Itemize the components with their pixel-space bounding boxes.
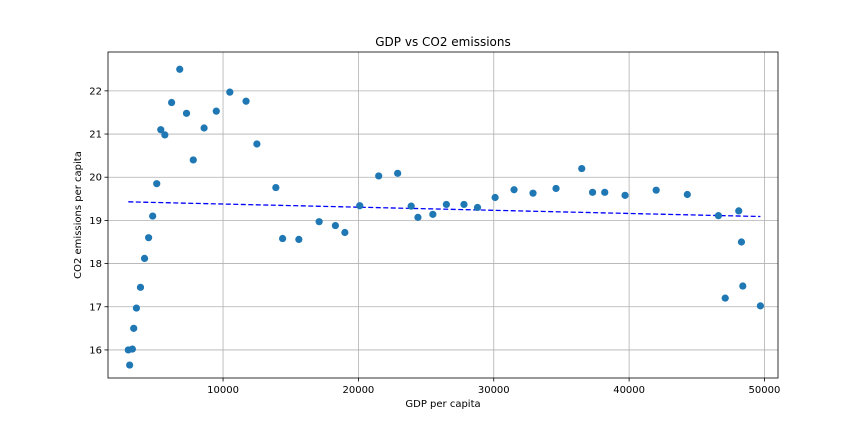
y-axis-ticks: 16 17 18 19 20 21 22 [89, 86, 108, 356]
x-axis-ticks: 10000 20000 30000 40000 50000 [207, 378, 780, 396]
x-tick-label: 20000 [342, 385, 374, 396]
data-point [253, 140, 261, 148]
points-layer [124, 65, 765, 369]
data-point [157, 126, 165, 134]
x-tick-label: 40000 [613, 385, 645, 396]
data-point [491, 193, 499, 202]
data-point [136, 283, 145, 291]
data-point [552, 184, 560, 193]
data-point [145, 234, 153, 242]
y-axis-label: CO2 emissions per capita [73, 151, 84, 279]
data-point [126, 361, 134, 369]
data-point [130, 324, 138, 332]
x-tick-label: 30000 [478, 385, 510, 396]
data-point [652, 186, 660, 194]
y-tick-label: 22 [89, 86, 102, 97]
data-point [407, 202, 415, 210]
y-tick-label: 17 [89, 302, 102, 313]
y-tick-label: 19 [89, 216, 102, 227]
data-point [272, 183, 280, 192]
chart-title: GDP vs CO2 emissions [375, 35, 510, 49]
data-point [737, 238, 746, 246]
data-point [242, 97, 250, 105]
plot-area [107, 51, 779, 379]
data-point [414, 213, 422, 221]
data-point [375, 172, 383, 180]
data-point [149, 212, 157, 220]
data-point [341, 228, 349, 237]
data-point [189, 156, 197, 164]
data-point [176, 65, 184, 73]
data-point [756, 302, 765, 310]
data-point [140, 254, 149, 262]
data-point [226, 88, 234, 96]
y-tick-label: 21 [89, 130, 102, 141]
data-point [739, 282, 747, 290]
data-point [442, 200, 450, 209]
data-point [621, 191, 629, 199]
data-point [601, 188, 609, 196]
data-point [182, 109, 191, 117]
data-point [721, 294, 729, 302]
data-point [588, 188, 597, 196]
data-point [168, 98, 176, 107]
data-point [683, 190, 691, 199]
data-point [128, 345, 136, 353]
data-point [394, 169, 402, 177]
data-point [356, 202, 364, 210]
data-point [200, 124, 208, 132]
data-point [473, 203, 482, 212]
x-tick-label: 50000 [749, 385, 781, 396]
data-point [578, 164, 586, 173]
data-point [529, 189, 537, 197]
data-point [429, 210, 437, 218]
x-tick-label: 10000 [207, 385, 239, 396]
data-point [153, 180, 161, 188]
data-point [212, 107, 220, 115]
x-axis-label: GDP per capita [405, 399, 480, 410]
data-point [315, 218, 323, 226]
data-point [460, 200, 468, 209]
data-point [161, 131, 169, 139]
data-point [295, 235, 303, 243]
data-point [331, 221, 339, 230]
data-point [735, 207, 743, 215]
y-tick-label: 16 [89, 345, 102, 356]
trendline-layer [128, 201, 761, 218]
data-point [714, 212, 723, 220]
data-point [279, 234, 287, 243]
grid [108, 52, 778, 378]
y-tick-label: 18 [89, 259, 102, 270]
data-point [510, 186, 518, 194]
y-tick-label: 20 [89, 173, 102, 184]
data-point [132, 304, 141, 312]
trend-line [128, 201, 761, 218]
